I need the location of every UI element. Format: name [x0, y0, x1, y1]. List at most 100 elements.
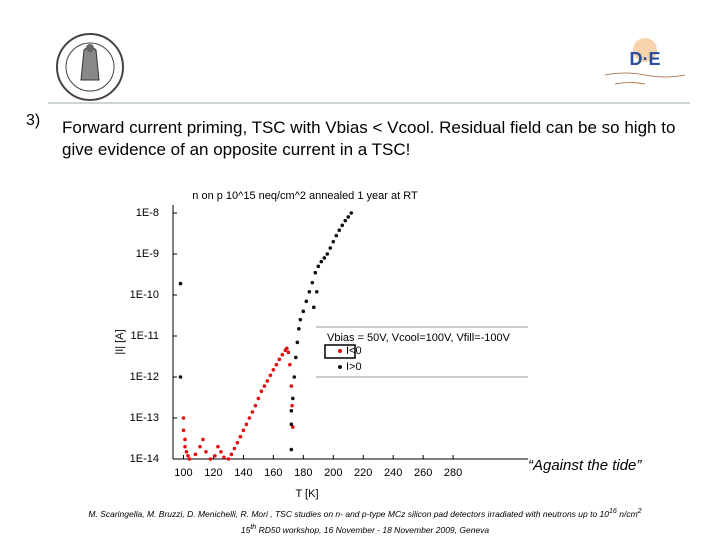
slide-number: 3) — [26, 112, 41, 129]
point — [310, 280, 315, 285]
x-tick-label: 180 — [294, 467, 312, 479]
point — [334, 233, 339, 238]
x-tick-label: 200 — [324, 467, 342, 479]
point — [201, 437, 205, 442]
point — [198, 444, 202, 449]
heading: Forward current priming, TSC with Vbias … — [62, 118, 676, 159]
chart-title: n on p 10^15 neq/cm^2 annealed 1 year at… — [192, 190, 418, 202]
point — [286, 350, 291, 355]
citation-text: n/cm — [619, 508, 638, 519]
point — [307, 289, 312, 294]
point — [280, 352, 285, 357]
point — [290, 403, 294, 408]
point — [229, 452, 234, 457]
point — [337, 228, 342, 233]
point — [312, 305, 316, 310]
point — [226, 457, 231, 461]
point — [262, 384, 267, 388]
citation-text: RD50 workshop, 16 November - 18 November… — [258, 524, 490, 535]
point — [184, 449, 189, 454]
point — [213, 453, 217, 458]
point — [289, 447, 294, 452]
legend-marker — [338, 365, 342, 369]
point — [238, 434, 243, 439]
point — [235, 440, 240, 445]
y-tick-label: 1E-11 — [130, 330, 159, 342]
point — [247, 416, 252, 420]
point — [313, 270, 318, 275]
quote: “Against the tide” — [528, 457, 642, 474]
point — [291, 396, 295, 401]
point — [322, 256, 327, 260]
point — [289, 384, 294, 388]
point — [244, 422, 249, 427]
point — [204, 449, 208, 454]
point — [349, 211, 354, 215]
y-tick-label: 1E-9 — [136, 248, 159, 260]
y-tick-label: 1E-12 — [130, 371, 159, 383]
logo-text: D·E — [630, 49, 661, 69]
point — [292, 375, 297, 379]
point — [232, 446, 237, 451]
point — [193, 452, 198, 457]
x-tick-label: 220 — [354, 467, 372, 479]
x-axis-label: T [K] — [295, 488, 318, 500]
x-tick-label: 280 — [444, 467, 462, 479]
point — [183, 444, 187, 449]
x-tick-label: 260 — [414, 467, 432, 479]
citation-text: 15 — [240, 524, 251, 535]
y-axis-label: |I| [A] — [114, 329, 126, 354]
point — [219, 449, 223, 454]
point — [187, 457, 192, 461]
point — [181, 428, 186, 433]
department-logo: D·E — [604, 38, 686, 85]
legend-label: I>0 — [346, 361, 362, 373]
point — [316, 264, 321, 269]
point — [301, 309, 306, 314]
legend-title: Vbias = 50V, Vcool=100V, Vfill=-100V — [327, 332, 511, 344]
point — [319, 259, 324, 264]
point — [268, 373, 273, 378]
point — [222, 455, 226, 460]
x-tick-label: 100 — [174, 467, 192, 479]
point — [304, 299, 309, 304]
point — [298, 317, 303, 322]
citation-sup: 16 — [609, 507, 617, 515]
x-tick-label: 120 — [204, 467, 222, 479]
point — [340, 223, 345, 228]
university-seal — [56, 33, 124, 101]
y-tick-label: 1E-10 — [130, 289, 159, 301]
y-tick-label: 1E-14 — [130, 453, 159, 465]
point — [295, 340, 300, 345]
point — [181, 416, 186, 420]
point — [256, 396, 261, 401]
x-tick-label: 240 — [384, 467, 402, 479]
legend-marker — [338, 349, 342, 353]
point — [186, 453, 190, 458]
y-tick-label: 1E-8 — [136, 207, 159, 219]
point — [216, 444, 220, 449]
point — [241, 428, 246, 433]
citation-sup: th — [250, 522, 257, 531]
point — [183, 437, 187, 442]
point — [331, 239, 336, 244]
point — [253, 403, 258, 408]
point — [274, 362, 279, 367]
citation-sup: 2 — [637, 507, 642, 515]
point — [277, 357, 282, 362]
point — [259, 389, 264, 394]
point — [291, 425, 295, 429]
point — [343, 218, 348, 223]
point — [250, 410, 255, 414]
point — [178, 281, 183, 286]
point — [208, 457, 213, 461]
legend-label: I<0 — [346, 345, 362, 357]
point — [314, 289, 319, 294]
point — [289, 422, 294, 427]
point — [297, 326, 301, 331]
point — [294, 355, 298, 360]
point — [265, 379, 270, 383]
legend-highlight — [324, 344, 356, 359]
